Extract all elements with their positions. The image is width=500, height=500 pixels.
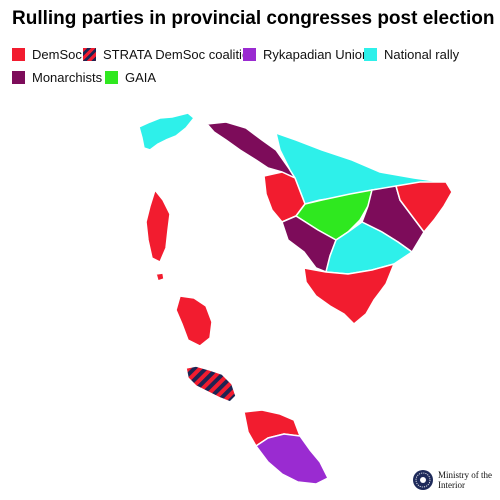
province-middle-island[interactable]: [175, 295, 213, 347]
province-west-island[interactable]: [145, 189, 171, 263]
legend-item-demsoc: DemSoc: [12, 47, 82, 62]
legend-item-monarchists: Monarchists: [12, 70, 102, 85]
province-south-island-rykapadian[interactable]: [255, 433, 329, 485]
legend-swatch-monarchists: [12, 71, 25, 84]
legend-item-gaia: GAIA: [105, 70, 156, 85]
legend-swatch-gaia: [105, 71, 118, 84]
legend-item-rykapadian: Rykapadian Union: [243, 47, 369, 62]
province-nw-island[interactable]: [138, 112, 195, 151]
province-strata-island[interactable]: [185, 365, 237, 403]
legend-label-demsoc: DemSoc: [32, 47, 82, 62]
legend-swatch-rykapadian: [243, 48, 256, 61]
legend-swatch-demsoc: [12, 48, 25, 61]
legend-item-strata: STRATA DemSoc coalition: [83, 47, 256, 62]
province-south-demsoc[interactable]: [303, 263, 395, 325]
province-tiny-islet[interactable]: [155, 272, 165, 282]
legend-swatch-strata: [83, 48, 96, 61]
legend-label-national-rally: National rally: [384, 47, 460, 62]
province-south-national-rally[interactable]: [325, 221, 413, 275]
legend-item-national-rally: National rally: [364, 47, 459, 62]
province-far-east-demsoc[interactable]: [395, 181, 453, 233]
legend-swatch-national-rally: [364, 48, 377, 61]
ministry-credit: Ministry of the Interior: [412, 469, 492, 491]
credit-line-2: Interior: [438, 480, 465, 490]
legend-label-rykapadian: Rykapadian Union: [263, 47, 370, 62]
ministry-seal-icon: [413, 470, 433, 490]
legend-label-gaia: GAIA: [125, 70, 157, 85]
map-title: Rulling parties in provincial congresses…: [12, 8, 495, 29]
credit-line-1: Ministry of the: [438, 470, 492, 480]
legend-label-strata: STRATA DemSoc coalition: [103, 47, 257, 62]
legend-label-monarchists: Monarchists: [32, 70, 103, 85]
